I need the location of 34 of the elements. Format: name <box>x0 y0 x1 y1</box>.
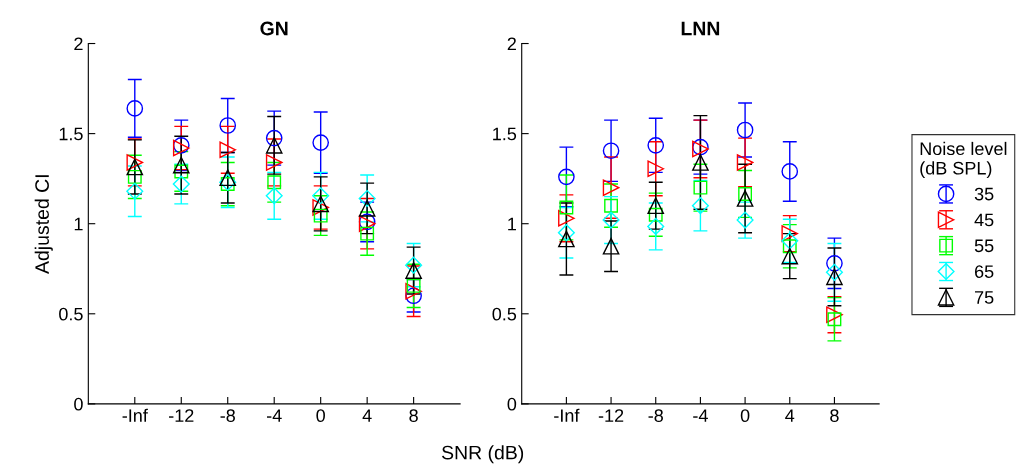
y-tick-label: 0.5 <box>492 307 517 321</box>
x-tick-label: -8 <box>220 409 235 423</box>
legend-label: 35 <box>974 187 994 201</box>
y-tick-label: 1 <box>74 217 83 231</box>
y-tick-label: 0 <box>74 397 83 411</box>
x-tick-label: 0 <box>316 409 325 423</box>
x-tick-label: -Inf <box>554 408 580 422</box>
legend-title: Noise level (dB SPL) <box>920 141 1007 179</box>
y-tick-label: 1 <box>508 217 516 231</box>
x-tick-label: 4 <box>362 409 372 422</box>
x-tick-label: 0 <box>740 409 750 423</box>
y-tick-label: 2 <box>74 37 83 51</box>
x-tick-label: -4 <box>266 409 282 422</box>
y-axis-title: Adjusted CI <box>34 175 53 274</box>
y-tick-label: 0.5 <box>59 307 83 321</box>
y-tick-label: 0 <box>507 397 517 411</box>
x-tick-label: -4 <box>693 409 708 422</box>
legend-label: 55 <box>974 239 994 253</box>
x-tick-label: -12 <box>169 409 194 422</box>
x-tick-label: -12 <box>598 409 624 422</box>
x-tick-label: 4 <box>785 409 795 422</box>
legend-label: 75 <box>975 291 994 304</box>
x-tick-label: 8 <box>830 409 839 423</box>
x-tick-label: -Inf <box>122 408 148 422</box>
x-tick-label: 8 <box>409 409 418 423</box>
x-axis-title: SNR (dB) <box>441 445 524 464</box>
legend-label: 45 <box>974 213 994 227</box>
x-tick-label: -8 <box>648 409 663 423</box>
y-tick-label: 1.5 <box>493 127 517 141</box>
y-tick-label: 1.5 <box>59 127 83 141</box>
chart-title: GN <box>260 21 288 36</box>
y-tick-label: 2 <box>507 37 516 51</box>
chart-title: LNN <box>681 21 720 36</box>
legend-label: 65 <box>974 265 994 278</box>
